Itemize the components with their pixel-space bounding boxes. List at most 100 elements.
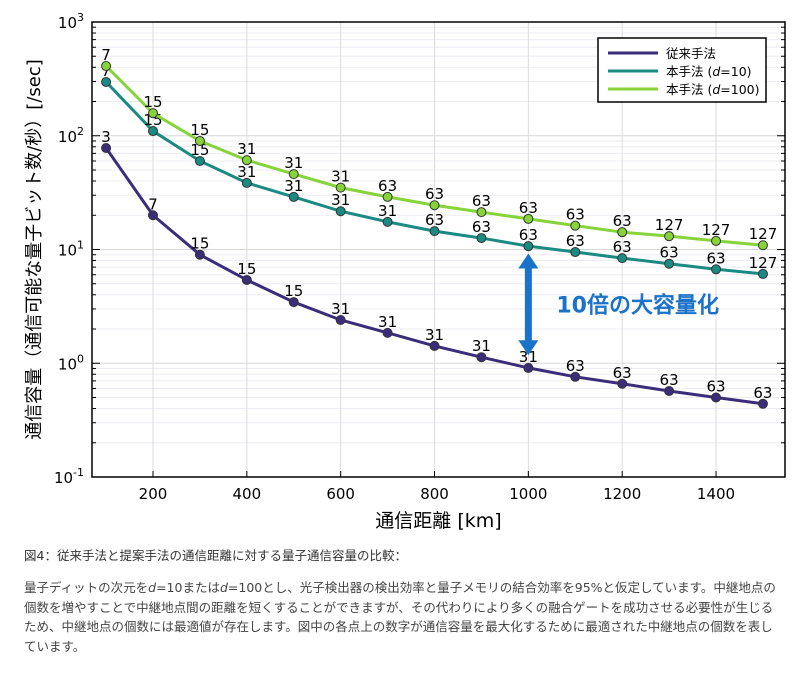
y-tick-label: 10-1 <box>54 466 84 487</box>
x-tick-label: 1000 <box>509 485 547 503</box>
data-point <box>101 76 112 87</box>
data-point <box>241 177 252 188</box>
data-label: 31 <box>331 300 350 318</box>
plot-frame <box>91 21 786 478</box>
data-point <box>523 213 534 224</box>
data-point <box>101 143 112 154</box>
x-tick-label: 1200 <box>603 485 641 503</box>
data-label: 63 <box>660 244 679 262</box>
data-label: 15 <box>190 235 209 253</box>
data-label: 127 <box>655 216 684 234</box>
figure-caption-title: 図4：従来手法と提案手法の通信距離に対する量子通信容量の比較： <box>24 548 407 563</box>
data-point <box>288 169 299 180</box>
data-point <box>664 258 675 269</box>
data-point <box>101 61 112 72</box>
data-label: 15 <box>190 121 209 139</box>
data-label: 63 <box>613 238 632 256</box>
legend-label: 従来手法 <box>666 46 716 61</box>
annotation-text: 10倍の大容量化 <box>556 292 719 318</box>
data-label: 15 <box>190 141 209 159</box>
data-point <box>147 210 158 221</box>
data-label: 15 <box>237 260 256 278</box>
data-label: 15 <box>284 282 303 300</box>
x-tick-label: 800 <box>420 485 449 503</box>
figure-caption-body: 量子ディットの次元をd=10またはd=100とし、光子検出器の検出効率と量子メモ… <box>24 580 776 654</box>
data-point <box>757 240 768 251</box>
data-point <box>335 206 346 217</box>
data-point <box>194 249 205 260</box>
data-point <box>429 200 440 211</box>
arrow-head-down <box>518 340 539 356</box>
data-point <box>476 207 487 218</box>
data-point <box>288 297 299 308</box>
arrow-head-up <box>518 253 539 269</box>
legend-label: 本手法 (d=10) <box>666 64 752 79</box>
data-label: 63 <box>566 232 585 250</box>
y-tick-label: 101 <box>58 239 84 260</box>
data-point <box>570 220 581 231</box>
data-label: 63 <box>613 364 632 382</box>
data-point <box>194 135 205 146</box>
data-label: 7 <box>148 195 158 213</box>
data-label: 7 <box>101 46 111 64</box>
data-point <box>711 264 722 275</box>
x-tick-label: 1400 <box>697 485 735 503</box>
data-point <box>241 155 252 166</box>
data-point <box>617 253 628 264</box>
data-label: 63 <box>753 384 772 402</box>
data-point <box>429 226 440 237</box>
data-point <box>335 315 346 326</box>
data-label: 31 <box>284 177 303 195</box>
legend-label: 本手法 (d=100) <box>666 82 760 97</box>
data-label: 63 <box>425 185 444 203</box>
data-label: 15 <box>143 93 162 111</box>
data-label: 63 <box>706 249 725 267</box>
data-label: 31 <box>378 202 397 220</box>
data-label: 63 <box>519 199 538 217</box>
data-point <box>523 241 534 252</box>
data-point <box>382 191 393 202</box>
data-label: 63 <box>378 177 397 195</box>
data-point <box>382 216 393 227</box>
data-label: 127 <box>749 254 778 272</box>
data-label: 63 <box>472 192 491 210</box>
data-point <box>757 268 768 279</box>
data-point <box>617 227 628 238</box>
data-label: 31 <box>237 163 256 181</box>
x-tick-label: 200 <box>139 485 168 503</box>
data-label: 63 <box>472 218 491 236</box>
x-tick-label: 600 <box>326 485 355 503</box>
data-label: 63 <box>706 377 725 395</box>
data-point <box>711 392 722 403</box>
data-point <box>429 340 440 351</box>
data-label: 63 <box>566 357 585 375</box>
capacity-chart: 200 400 600 800 1000 1200 1400 10-1 100 101 102 103… <box>24 11 786 532</box>
x-tick-label: 400 <box>233 485 262 503</box>
data-label: 31 <box>519 348 538 366</box>
data-point <box>570 371 581 382</box>
data-label: 31 <box>331 191 350 209</box>
data-label: 127 <box>749 225 778 243</box>
data-label: 31 <box>237 140 256 158</box>
y-tick-label: 103 <box>58 11 84 32</box>
data-label: 63 <box>613 212 632 230</box>
data-label: 31 <box>425 326 444 344</box>
data-point <box>476 233 487 244</box>
data-label: 127 <box>702 221 731 239</box>
data-label: 31 <box>378 313 397 331</box>
data-point <box>147 108 158 119</box>
data-point <box>523 362 534 373</box>
data-label: 63 <box>519 226 538 244</box>
data-point <box>335 182 346 193</box>
data-label: 31 <box>472 337 491 355</box>
y-tick-label: 100 <box>58 352 84 373</box>
data-point <box>147 126 158 137</box>
data-point <box>194 155 205 166</box>
data-point <box>570 247 581 258</box>
x-axis-label: 通信距離 [km] <box>375 510 501 532</box>
data-label: 3 <box>101 128 111 146</box>
data-label: 63 <box>425 211 444 229</box>
data-label: 63 <box>660 371 679 389</box>
data-point <box>664 386 675 397</box>
data-point <box>382 327 393 338</box>
